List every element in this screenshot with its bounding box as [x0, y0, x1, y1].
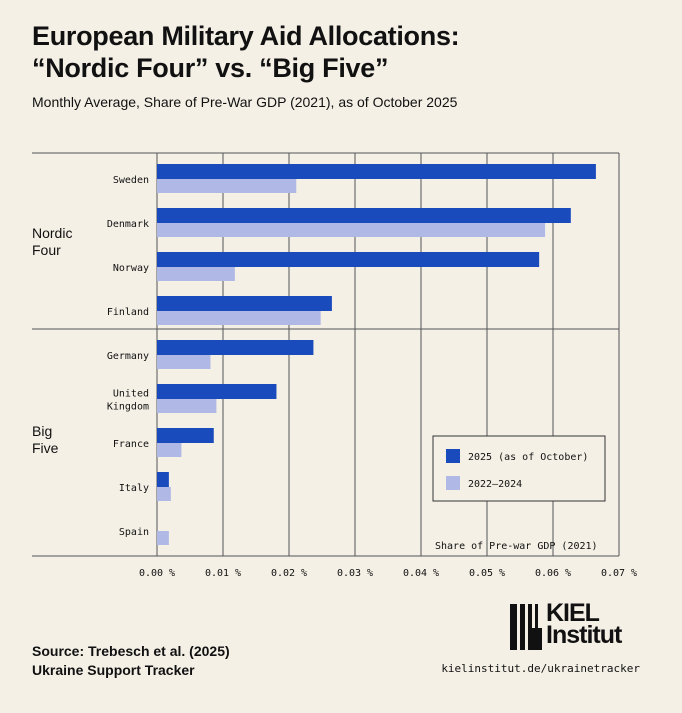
bar-2025: [157, 428, 214, 443]
bar-chart: 0.00 % 0.01 % 0.02 % 0.03 % 0.04 % 0.05 % 0.06…: [32, 152, 637, 579]
category-label: Spain: [119, 527, 149, 538]
category-label: Finland: [107, 307, 149, 318]
category-label: Germany: [107, 351, 149, 362]
bar-2022-2024: [157, 179, 297, 193]
group-label: Big: [32, 423, 52, 439]
group-label: Five: [32, 440, 59, 456]
category-label: Sweden: [113, 175, 149, 186]
chart-title: European Military Aid Allocations: “Nord…: [32, 20, 460, 84]
logo-text: KIEL Institut: [546, 599, 622, 649]
x-tick-label: 0.02 %: [271, 568, 307, 579]
bar-2025: [157, 252, 540, 267]
bar-2022-2024: [157, 355, 211, 369]
x-tick-label: 0.01 %: [205, 568, 241, 579]
legend-box: [432, 435, 606, 502]
logo-mark-icon: [510, 604, 542, 650]
x-tick-label: 0.06 %: [535, 568, 571, 579]
category-label: Norway: [113, 263, 149, 274]
source-line-2: Ukraine Support Tracker: [32, 662, 195, 678]
group-label: Nordic: [32, 225, 72, 241]
kiel-institut-logo: KIEL Institut: [510, 599, 640, 652]
x-tick-label: 0.07 %: [601, 568, 637, 579]
bar-2022-2024: [157, 531, 169, 545]
bar-2022-2024: [157, 267, 235, 281]
title-line-1: European Military Aid Allocations:: [32, 21, 460, 51]
bar-2025: [157, 296, 332, 311]
category-label: United: [113, 389, 149, 400]
x-tick-label: 0.05 %: [469, 568, 505, 579]
chart-subtitle: Monthly Average, Share of Pre-War GDP (2…: [32, 94, 458, 110]
category-label: Kingdom: [107, 402, 149, 413]
tracker-url[interactable]: kielinstitut.de/ukrainetracker: [441, 662, 640, 675]
legend-swatch: [446, 476, 460, 490]
category-label: Denmark: [107, 219, 149, 230]
bar-2025: [157, 472, 169, 487]
legend-swatch: [446, 449, 460, 463]
category-label: France: [113, 439, 149, 450]
bar-2022-2024: [157, 443, 182, 457]
bar-2025: [157, 208, 571, 223]
x-tick-label: 0.00 %: [139, 568, 175, 579]
x-tick-label: 0.03 %: [337, 568, 373, 579]
x-axis-title: Share of Pre-war GDP (2021): [435, 541, 598, 552]
bar-2025: [157, 384, 277, 399]
group-label: Four: [32, 242, 61, 258]
legend-label: 2022–2024: [468, 479, 522, 490]
title-line-2: “Nordic Four” vs. “Big Five”: [32, 53, 389, 83]
bar-2025: [157, 340, 314, 355]
source-line-1: Source: Trebesch et al. (2025): [32, 643, 230, 659]
bar-2022-2024: [157, 399, 217, 413]
category-label: Italy: [119, 483, 149, 494]
source-note: Source: Trebesch et al. (2025) Ukraine S…: [32, 642, 230, 680]
bar-2022-2024: [157, 487, 171, 501]
bar-2025: [157, 164, 596, 179]
x-tick-label: 0.04 %: [403, 568, 439, 579]
legend-label: 2025 (as of October): [468, 452, 588, 463]
bar-2022-2024: [157, 223, 546, 237]
bar-2022-2024: [157, 311, 321, 325]
